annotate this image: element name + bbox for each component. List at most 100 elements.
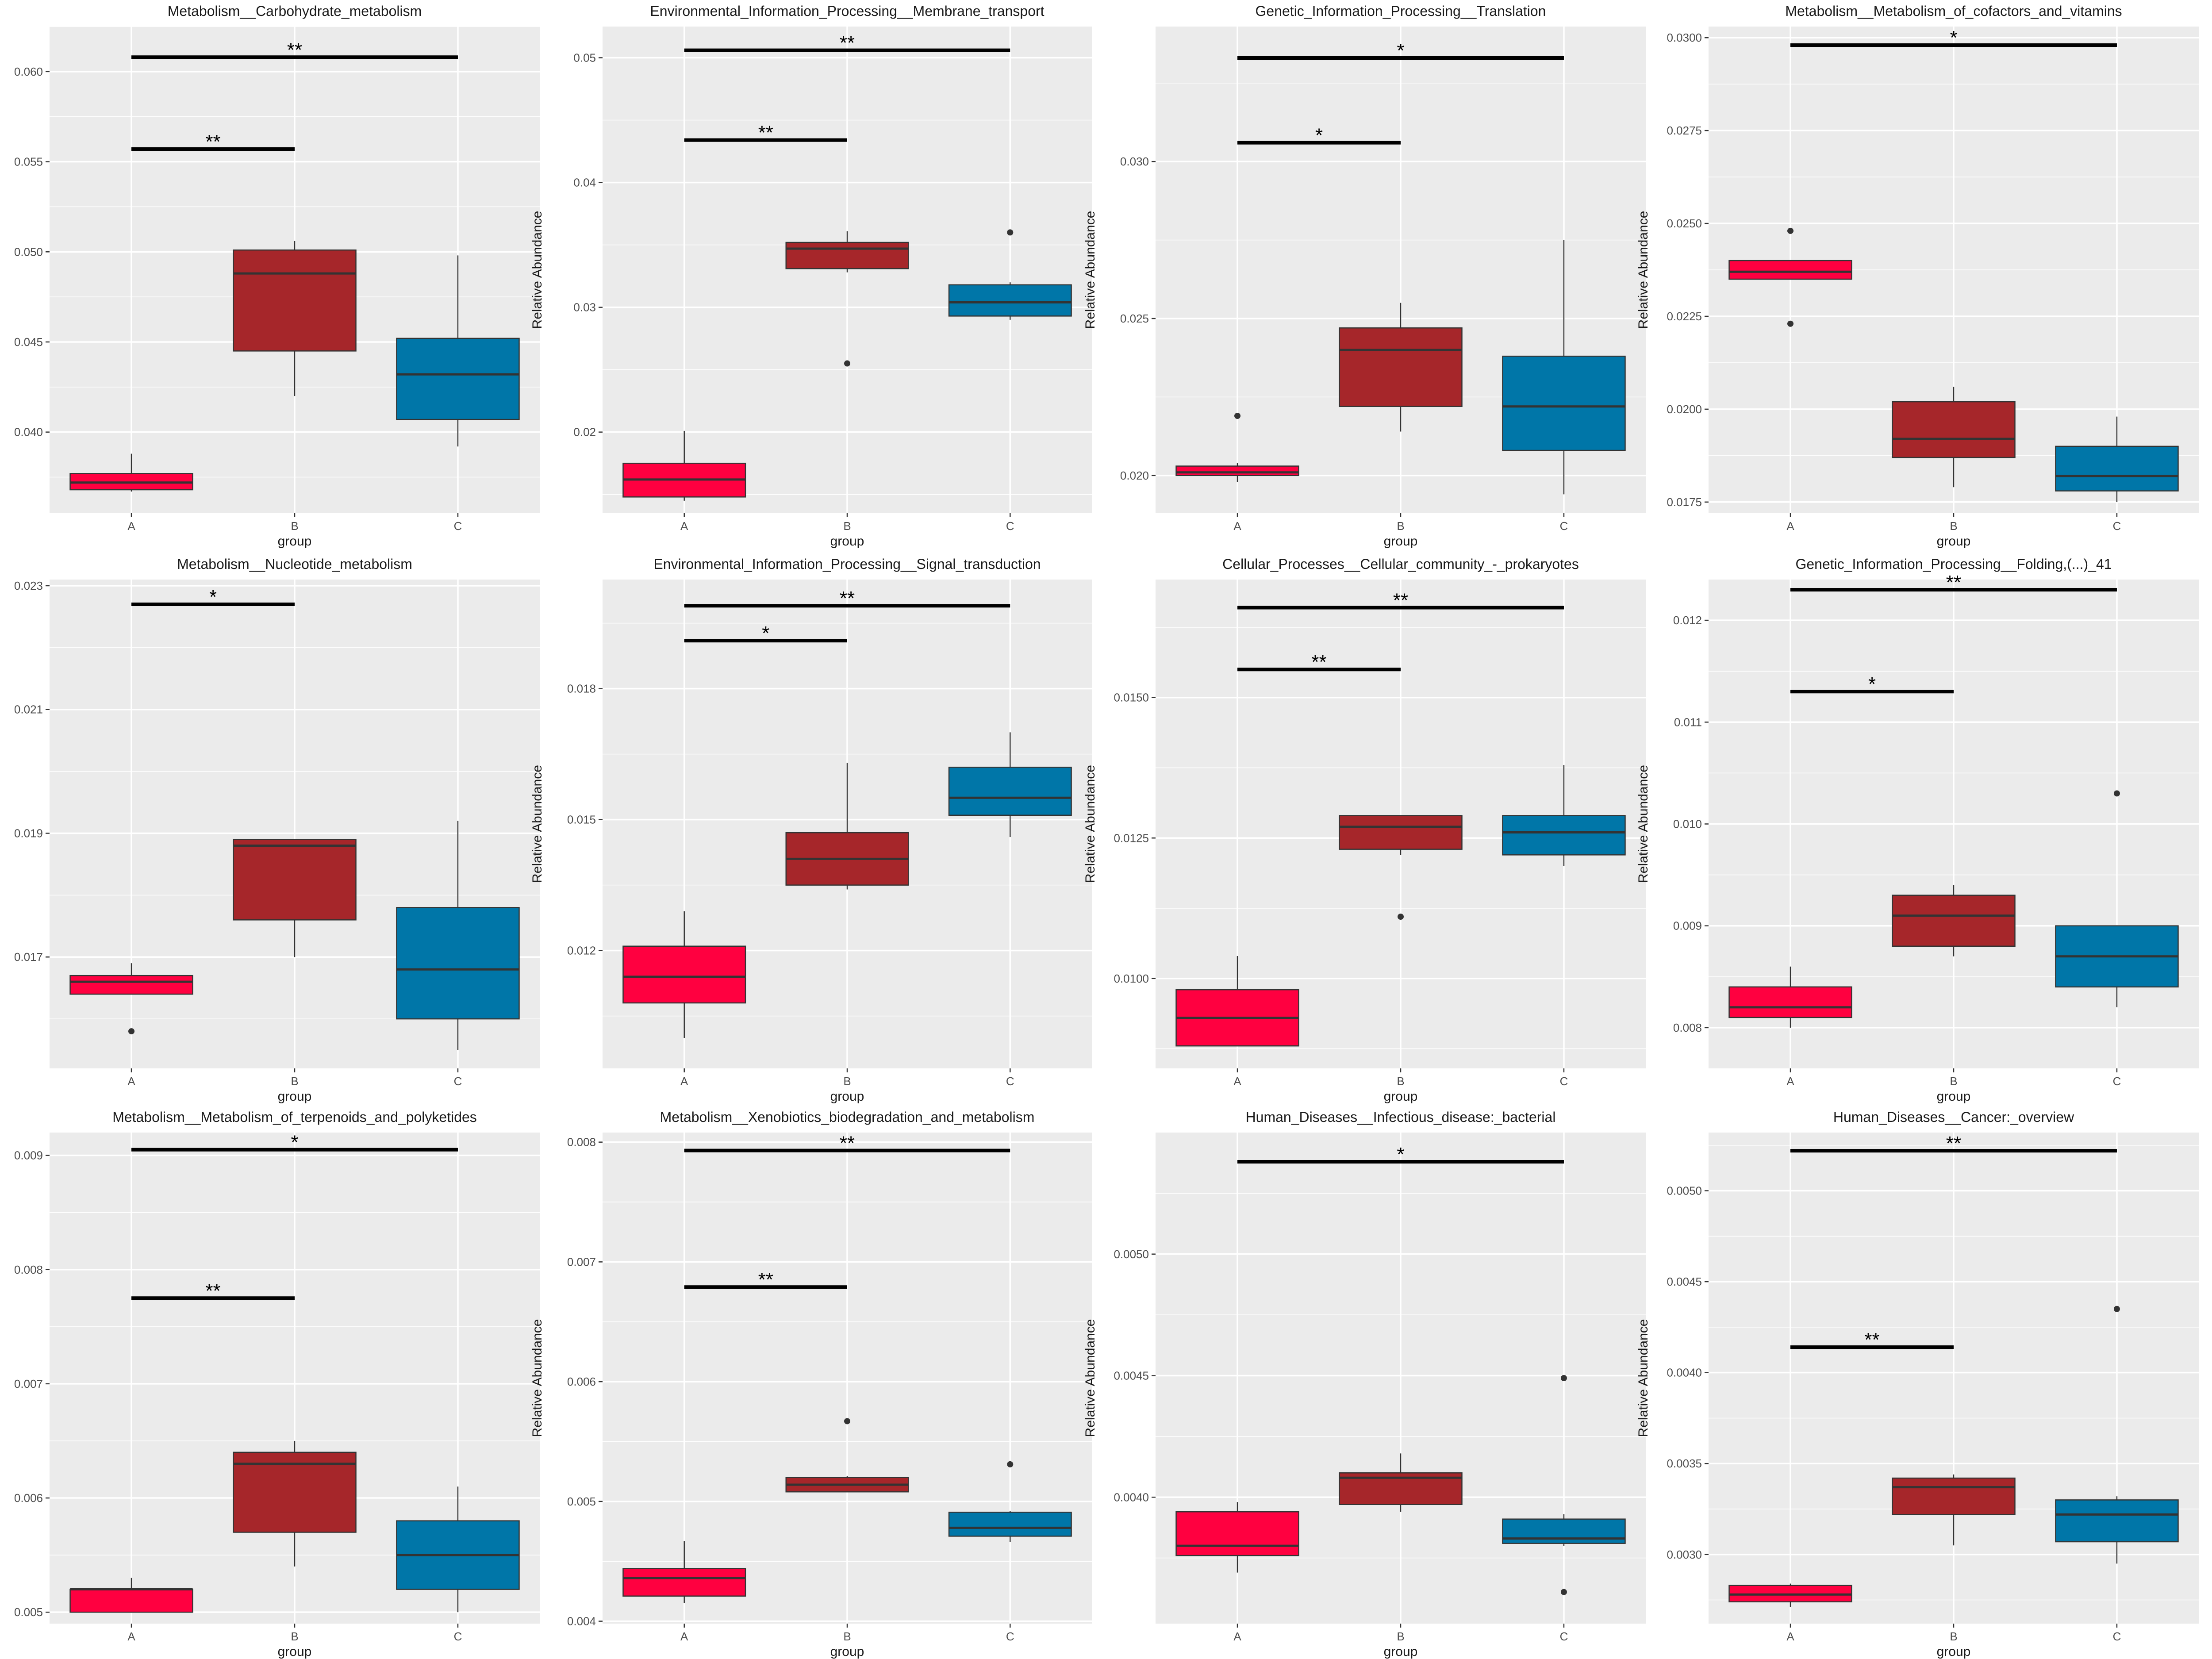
significance-label: **: [758, 1269, 773, 1290]
chart-panel: 0.020 0.025 0.030 A B C * * Genetic_Information_…: [1083, 3, 1646, 549]
x-axis-label: group: [830, 1089, 864, 1104]
box-group-C: [2055, 1306, 2179, 1564]
y-tick-label: 0.020: [1120, 469, 1149, 482]
y-tick-label: 0.009: [14, 1149, 43, 1162]
y-tick-label: 0.045: [14, 335, 43, 349]
chart-panel: 0.0100 0.0125 0.0150 A B C ** ** Cellular_Proces…: [1083, 556, 1646, 1104]
outlier-point: [1398, 914, 1404, 920]
x-tick-label: A: [1233, 1630, 1241, 1643]
significance-label: *: [762, 622, 769, 644]
box: [396, 338, 520, 420]
chart-panel: 0.017 0.019 0.021 0.023 A B C * Metabolism__Nucl…: [14, 556, 540, 1104]
x-tick-label: B: [291, 1075, 298, 1088]
chart-title: Metabolism__Nucleotide_metabolism: [177, 556, 412, 572]
box-group-B: [1339, 815, 1463, 920]
x-tick-label: B: [843, 1630, 851, 1643]
chart-title: Human_Diseases__Infectious_disease:_bact…: [1246, 1109, 1556, 1125]
x-tick-label: A: [1786, 519, 1794, 533]
y-axis-label: Relative Abundance: [1636, 1319, 1651, 1437]
y-tick-label: 0.0300: [1667, 31, 1702, 44]
significance-label: **: [840, 588, 855, 609]
x-axis-label: group: [1937, 1644, 1971, 1659]
x-tick-label: A: [127, 519, 135, 533]
box: [69, 975, 193, 995]
box: [1728, 986, 1852, 1018]
outlier-point: [844, 1418, 850, 1425]
chart-panel: 0.0030 0.0035 0.0040 0.0045 0.0050 A B C ** ** Hum…: [1636, 1109, 2199, 1659]
box: [2055, 1499, 2179, 1543]
x-tick-label: A: [127, 1630, 135, 1643]
x-tick-label: C: [1560, 1075, 1568, 1088]
box-group-A: [622, 911, 746, 1038]
significance-label: **: [1946, 572, 1961, 593]
x-tick-label: C: [2113, 519, 2121, 533]
box-group-A: [69, 963, 193, 1035]
y-axis-label: Relative Abundance: [1636, 211, 1651, 329]
box: [1502, 355, 1626, 451]
box-group-C: [2055, 790, 2179, 1007]
y-tick-label: 0.0275: [1667, 124, 1702, 137]
box-group-B: [233, 241, 357, 396]
significance-label: **: [758, 122, 773, 144]
chart-title: Metabolism__Carbohydrate_metabolism: [168, 3, 422, 19]
box: [1339, 815, 1463, 850]
chart-panel: 0.040 0.045 0.050 0.055 0.060 A B C ** ** Metaboli…: [14, 3, 540, 549]
y-tick-label: 0.015: [567, 813, 596, 826]
box-group-A: [69, 453, 193, 492]
y-tick-label: 0.0050: [1114, 1248, 1149, 1261]
box: [1339, 327, 1463, 407]
x-axis-label: group: [278, 534, 312, 549]
y-tick-label: 0.0225: [1667, 310, 1702, 323]
box: [622, 1568, 746, 1597]
box: [1502, 815, 1626, 856]
significance-label: **: [1864, 1329, 1879, 1351]
significance-label: **: [205, 1280, 220, 1302]
x-axis-label: group: [1384, 1644, 1418, 1659]
box-group-B: [1339, 303, 1463, 432]
x-tick-label: B: [1397, 1075, 1404, 1088]
y-tick-label: 0.0100: [1114, 972, 1149, 985]
significance-label: *: [1315, 125, 1323, 146]
y-tick-label: 0.0175: [1667, 495, 1702, 509]
x-tick-label: C: [454, 1630, 462, 1643]
x-tick-label: C: [2113, 1075, 2121, 1088]
box-group-C: [1502, 240, 1626, 495]
y-tick-label: 0.0150: [1114, 691, 1149, 704]
box-group-B: [1892, 387, 2016, 488]
box-group-A: [1728, 227, 1852, 327]
box: [69, 1589, 193, 1613]
box: [1728, 260, 1852, 280]
y-axis-label: Relative Abundance: [1083, 1319, 1098, 1437]
box: [233, 249, 357, 352]
chart-title: Cellular_Processes__Cellular_community_-…: [1222, 556, 1579, 572]
box: [2055, 445, 2179, 492]
box-group-A: [1175, 1502, 1299, 1573]
x-tick-label: A: [1786, 1075, 1794, 1088]
y-tick-label: 0.008: [1673, 1021, 1702, 1034]
x-tick-label: A: [1233, 519, 1241, 533]
y-tick-label: 0.0250: [1667, 217, 1702, 230]
y-tick-label: 0.007: [567, 1255, 596, 1268]
y-tick-label: 0.0200: [1667, 403, 1702, 416]
y-tick-label: 0.004: [567, 1615, 596, 1628]
y-tick-label: 0.0040: [1114, 1490, 1149, 1504]
box-group-A: [622, 1541, 746, 1603]
box: [1892, 401, 2016, 458]
box-group-A: [1728, 966, 1852, 1028]
x-tick-label: B: [1397, 519, 1404, 533]
y-tick-label: 0.0030: [1667, 1548, 1702, 1561]
outlier-point: [128, 1028, 135, 1035]
significance-label: *: [1397, 40, 1404, 61]
y-tick-label: 0.050: [14, 245, 43, 258]
y-tick-label: 0.021: [14, 703, 43, 716]
y-tick-label: 0.060: [14, 65, 43, 78]
y-tick-label: 0.023: [14, 579, 43, 592]
outlier-point: [1560, 1375, 1567, 1381]
x-tick-label: A: [1786, 1630, 1794, 1643]
box-group-A: [622, 430, 746, 501]
box: [1892, 1477, 2016, 1515]
y-tick-label: 0.0035: [1667, 1457, 1702, 1470]
